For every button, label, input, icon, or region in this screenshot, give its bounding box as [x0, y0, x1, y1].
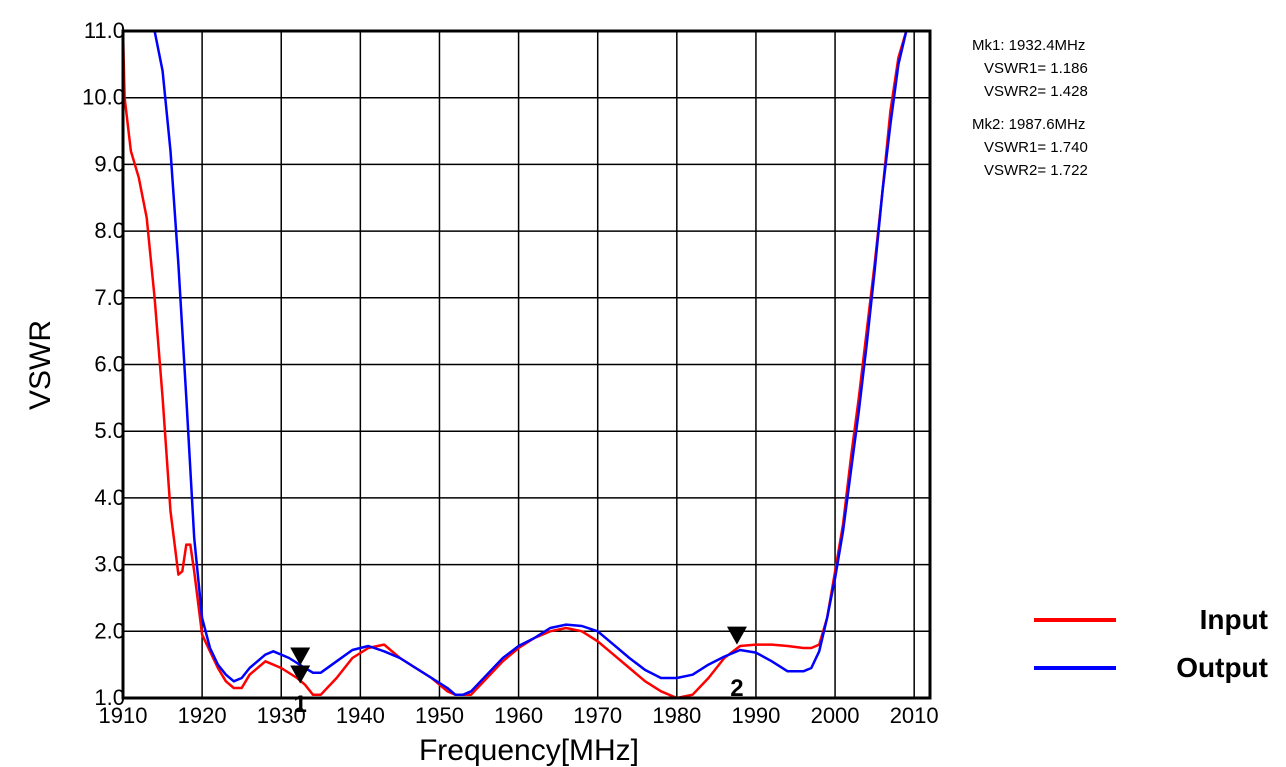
- y-tick-label: 9.0: [94, 151, 125, 176]
- plot-frame: [121, 29, 932, 700]
- legend-swatch-output: [1034, 666, 1116, 670]
- y-tick-label: 3.0: [94, 552, 125, 577]
- x-tick-label: 1920: [178, 703, 227, 728]
- y-tick-label: 4.0: [94, 485, 125, 510]
- legend-item-input: Input: [1034, 598, 1274, 646]
- marker-readout-panel: Mk1: 1932.4MHz VSWR1= 1.186 VSWR2= 1.428…: [972, 34, 1162, 192]
- marker-2-readout: Mk2: 1987.6MHz VSWR1= 1.740 VSWR2= 1.722: [972, 113, 1162, 182]
- marker-triangle-1b: [290, 665, 311, 684]
- marker-triangle-2: [726, 626, 747, 645]
- series-line-output: [153, 29, 915, 696]
- y-tick-label: 11.0: [84, 18, 125, 43]
- x-tick-label: 2000: [811, 703, 860, 728]
- marker-1-frequency: Mk1: 1932.4MHz: [972, 37, 1086, 54]
- marker-1-vswr2: VSWR2= 1.428: [984, 83, 1088, 100]
- marker-label-2: 2: [730, 675, 743, 702]
- marker-2-vswr2: VSWR2= 1.722: [984, 162, 1088, 179]
- series-lines: [121, 29, 915, 700]
- x-axis-title: Frequency[MHz]: [419, 734, 639, 767]
- legend-swatch-input: [1034, 618, 1116, 622]
- marker-label-1: 1: [294, 691, 307, 718]
- marker-2-vswr1: VSWR1= 1.740: [984, 139, 1088, 156]
- y-tick-label: 10.0: [82, 85, 125, 110]
- markers: 12: [290, 626, 747, 718]
- marker-2: 2: [726, 626, 747, 702]
- marker-triangle-1: [290, 647, 311, 666]
- x-tick-label: 1910: [99, 703, 148, 728]
- legend: Input Output: [1034, 598, 1274, 694]
- legend-item-output: Output: [1034, 646, 1274, 694]
- y-tick-label: 5.0: [94, 418, 125, 443]
- x-tick-label: 1960: [494, 703, 543, 728]
- marker-1-readout: Mk1: 1932.4MHz VSWR1= 1.186 VSWR2= 1.428: [972, 34, 1162, 103]
- y-axis-title: VSWR: [24, 320, 57, 410]
- x-tick-label: 1940: [336, 703, 385, 728]
- x-tick-label: 2010: [890, 703, 939, 728]
- y-tick-label: 8.0: [94, 218, 125, 243]
- y-tick-label: 7.0: [94, 285, 125, 310]
- legend-label-input: Input: [1199, 604, 1268, 635]
- x-tick-label: 1990: [731, 703, 780, 728]
- marker-1-vswr1: VSWR1= 1.186: [984, 60, 1088, 77]
- y-tick-label: 2.0: [94, 618, 125, 643]
- y-tick-label: 6.0: [94, 352, 125, 377]
- x-tick-label: 1930: [257, 703, 306, 728]
- marker-1: 1: [290, 647, 311, 718]
- grid-lines: [123, 31, 930, 698]
- y-tick-label: 1.0: [94, 685, 125, 710]
- legend-label-output: Output: [1176, 652, 1268, 683]
- x-tick-label: 1950: [415, 703, 464, 728]
- x-tick-label: 1980: [652, 703, 701, 728]
- marker-2-frequency: Mk2: 1987.6MHz: [972, 116, 1086, 133]
- x-tick-label: 1970: [573, 703, 622, 728]
- tick-labels: 1910 1920 1930 1940 1950 1960 1970 1980 1990 2000…: [82, 18, 938, 728]
